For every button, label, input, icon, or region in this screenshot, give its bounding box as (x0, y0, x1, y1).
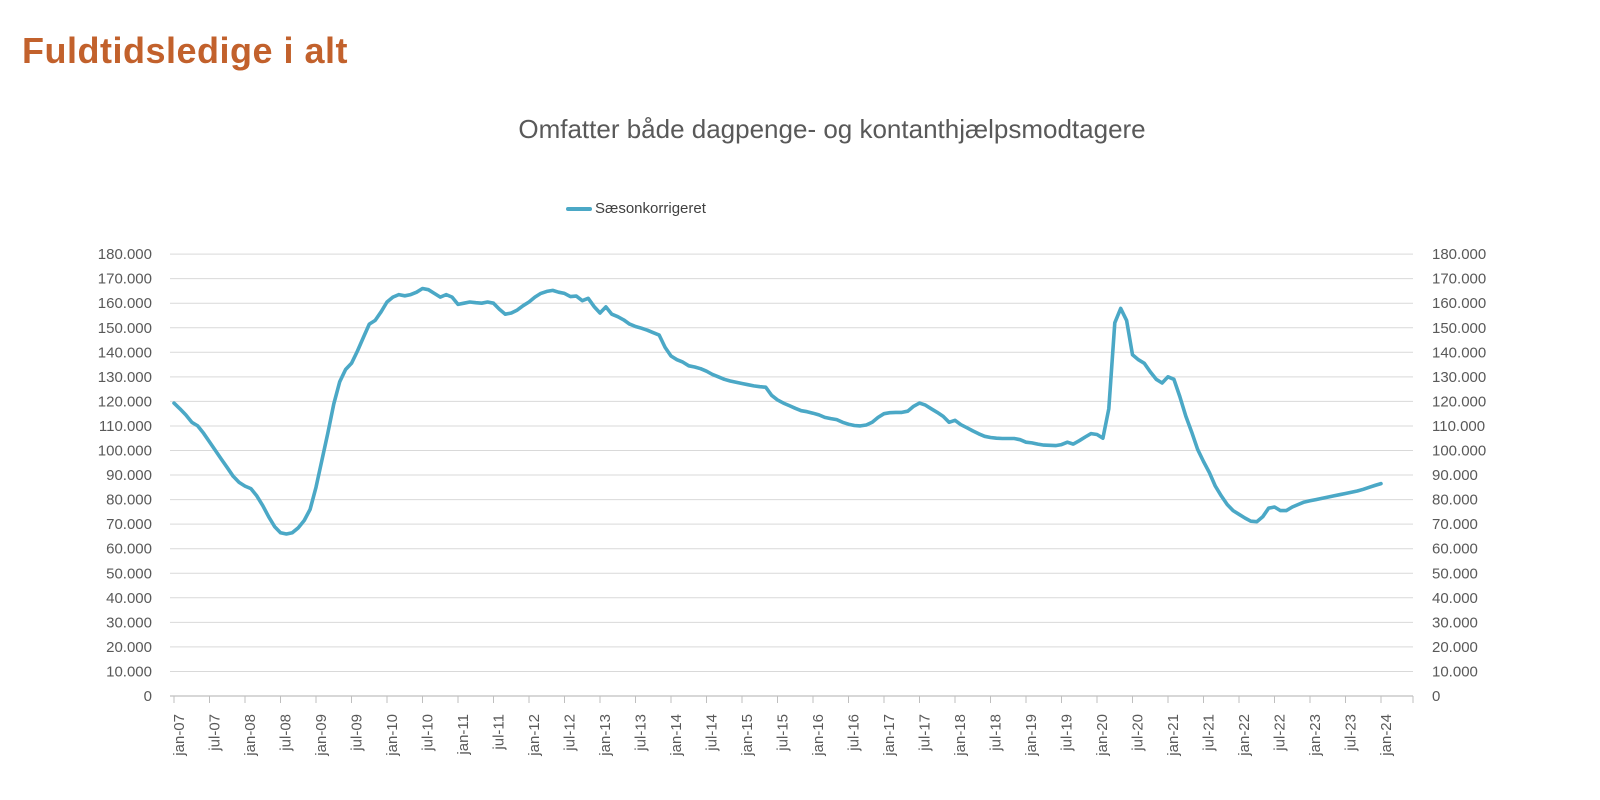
y-axis-label-right: 100.000 (1432, 443, 1486, 460)
x-axis-label: jan-11 (455, 714, 472, 756)
y-axis-label-right: 90.000 (1432, 467, 1478, 484)
y-axis-label-right: 160.000 (1432, 295, 1486, 312)
legend-line-swatch (566, 206, 592, 211)
x-axis-label: jan-13 (597, 714, 614, 757)
y-axis-label-left: 100.000 (98, 443, 152, 460)
y-axis-label-right: 30.000 (1432, 614, 1478, 631)
y-axis-label-left: 10.000 (106, 663, 152, 680)
y-axis-label-right: 70.000 (1432, 516, 1478, 533)
y-axis-label-left: 180.000 (98, 246, 152, 263)
y-axis-label-right: 20.000 (1432, 639, 1478, 656)
x-axis-label: jul-21 (1200, 714, 1217, 752)
y-axis-label-right: 130.000 (1432, 369, 1486, 386)
x-axis-label: jan-10 (384, 714, 401, 757)
x-axis-label: jul-08 (277, 714, 294, 752)
x-axis-label: jul-15 (774, 714, 791, 752)
y-axis-label-left: 70.000 (106, 516, 152, 533)
y-axis-label-left: 60.000 (106, 541, 152, 558)
x-axis-label: jan-07 (171, 714, 188, 757)
x-axis-label: jan-15 (739, 714, 756, 757)
x-axis-label: jan-17 (881, 714, 898, 757)
x-axis-label: jul-22 (1271, 714, 1288, 752)
y-axis-label-right: 40.000 (1432, 590, 1478, 607)
chart-title: Omfatter både dagpenge- og kontanthjælps… (518, 114, 1146, 144)
y-axis-label-left: 30.000 (106, 614, 152, 631)
x-axis-label: jan-20 (1094, 714, 1111, 757)
y-axis-label-left: 40.000 (106, 590, 152, 607)
y-axis-label-left: 90.000 (106, 467, 152, 484)
y-axis-label-left: 20.000 (106, 639, 152, 656)
x-axis-label: jan-09 (313, 714, 330, 757)
x-axis-label: jul-14 (703, 714, 720, 752)
y-axis-label-left: 50.000 (106, 565, 152, 582)
y-axis-label-left: 170.000 (98, 271, 152, 288)
y-axis-label-left: 130.000 (98, 369, 152, 386)
y-axis-label-right: 140.000 (1432, 344, 1486, 361)
x-axis-label: jul-07 (206, 714, 223, 752)
x-axis-label: jan-22 (1236, 714, 1253, 757)
x-axis-label: jan-23 (1307, 714, 1324, 757)
y-axis-label-right: 60.000 (1432, 541, 1478, 558)
y-axis-label-left: 140.000 (98, 344, 152, 361)
page-title: Fuldtidsledige i alt (22, 30, 349, 71)
x-axis-label: jan-16 (810, 714, 827, 757)
legend-series-label: Sæsonkorrigeret (595, 200, 706, 217)
x-axis-label: jan-14 (668, 714, 685, 757)
chart-legend: Sæsonkorrigeret (566, 200, 706, 217)
y-axis-label-left: 120.000 (98, 393, 152, 410)
x-axis-label: jul-20 (1129, 714, 1146, 752)
x-axis-label: jul-18 (987, 714, 1004, 752)
y-axis-label-left: 160.000 (98, 295, 152, 312)
x-axis-label: jul-23 (1342, 714, 1359, 752)
y-axis-label-left: 80.000 (106, 492, 152, 509)
x-axis-label: jul-13 (632, 714, 649, 752)
y-axis-label-right: 170.000 (1432, 271, 1486, 288)
y-axis-label-right: 80.000 (1432, 492, 1478, 509)
x-axis-label: jul-17 (916, 714, 933, 752)
x-axis-label: jul-19 (1058, 714, 1075, 752)
x-axis-label: jul-11 (490, 714, 507, 751)
y-axis-label-right: 0 (1432, 688, 1440, 705)
x-axis-label: jul-12 (561, 714, 578, 752)
x-axis-label: jan-24 (1378, 714, 1395, 757)
x-axis-label: jul-16 (845, 714, 862, 752)
y-axis-label-right: 120.000 (1432, 393, 1486, 410)
x-axis-label: jan-19 (1023, 714, 1040, 757)
y-axis-label-right: 180.000 (1432, 246, 1486, 263)
x-axis-label: jan-18 (952, 714, 969, 757)
y-axis-label-left: 0 (144, 688, 152, 705)
series-line-saesonkorrigeret (172, 286, 1383, 536)
x-axis-label: jan-12 (526, 714, 543, 757)
x-axis-label: jan-08 (242, 714, 259, 757)
y-axis-label-left: 110.000 (99, 418, 152, 435)
y-axis-label-right: 110.000 (1432, 418, 1485, 435)
x-axis-label: jul-10 (419, 714, 436, 752)
x-axis-label: jan-21 (1165, 714, 1182, 757)
y-axis-label-right: 10.000 (1432, 663, 1478, 680)
y-axis-label-right: 150.000 (1432, 320, 1486, 337)
y-axis-label-right: 50.000 (1432, 565, 1478, 582)
y-axis-label-left: 150.000 (98, 320, 152, 337)
x-axis-label: jul-09 (348, 714, 365, 752)
